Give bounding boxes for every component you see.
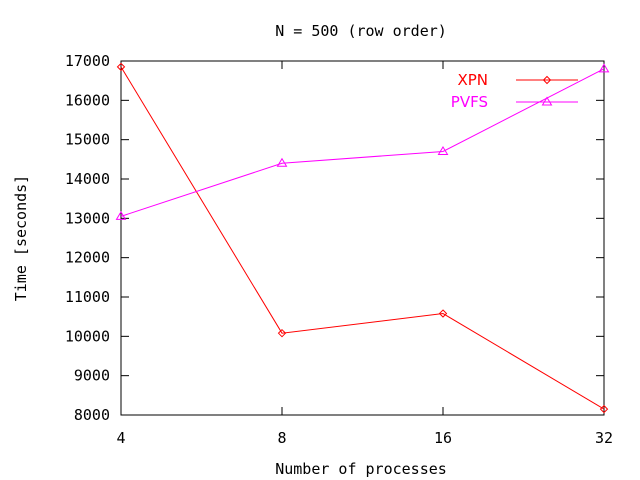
series-pvfs <box>115 63 610 220</box>
legend-marker <box>542 75 552 85</box>
x-tick-label: 16 <box>434 429 452 447</box>
legend-label: PVFS <box>451 93 488 111</box>
x-tick-label: 32 <box>595 429 613 447</box>
data-point <box>598 63 610 73</box>
data-point <box>115 210 127 220</box>
y-axis: 8000 9000 10000 11000 12000 13000 14000 15000 16… <box>65 52 604 424</box>
series-line <box>120 68 605 217</box>
y-tick-label: 8000 <box>74 406 110 424</box>
data-point <box>599 404 609 414</box>
y-tick-label: 16000 <box>65 91 110 109</box>
series-xpn <box>116 62 609 414</box>
legend-marker <box>541 96 553 106</box>
data-point <box>438 309 448 318</box>
y-tick-label: 12000 <box>65 249 110 267</box>
data-point <box>437 145 449 155</box>
series-layer <box>115 62 610 414</box>
data-point <box>276 157 288 167</box>
legend: XPN PVFS <box>451 71 578 111</box>
data-point <box>277 328 287 338</box>
x-tick-label: 4 <box>116 429 125 447</box>
y-tick-label: 9000 <box>74 367 110 385</box>
plot-frame <box>120 60 605 416</box>
y-tick-label: 10000 <box>65 327 110 345</box>
x-tick-label: 8 <box>277 429 286 447</box>
series-line <box>120 66 605 410</box>
legend-label: XPN <box>457 71 488 89</box>
y-tick-label: 13000 <box>65 209 110 227</box>
y-axis-label: Time [seconds] <box>12 175 30 301</box>
x-axis: 4 8 16 32 <box>116 61 613 447</box>
y-tick-label: 17000 <box>65 52 110 70</box>
y-tick-label: 15000 <box>65 131 110 149</box>
chart-title: N = 500 (row order) <box>275 22 447 40</box>
y-tick-label: 11000 <box>65 288 110 306</box>
data-point <box>116 62 126 72</box>
y-tick-label: 14000 <box>65 170 110 188</box>
x-axis-label: Number of processes <box>275 460 447 478</box>
